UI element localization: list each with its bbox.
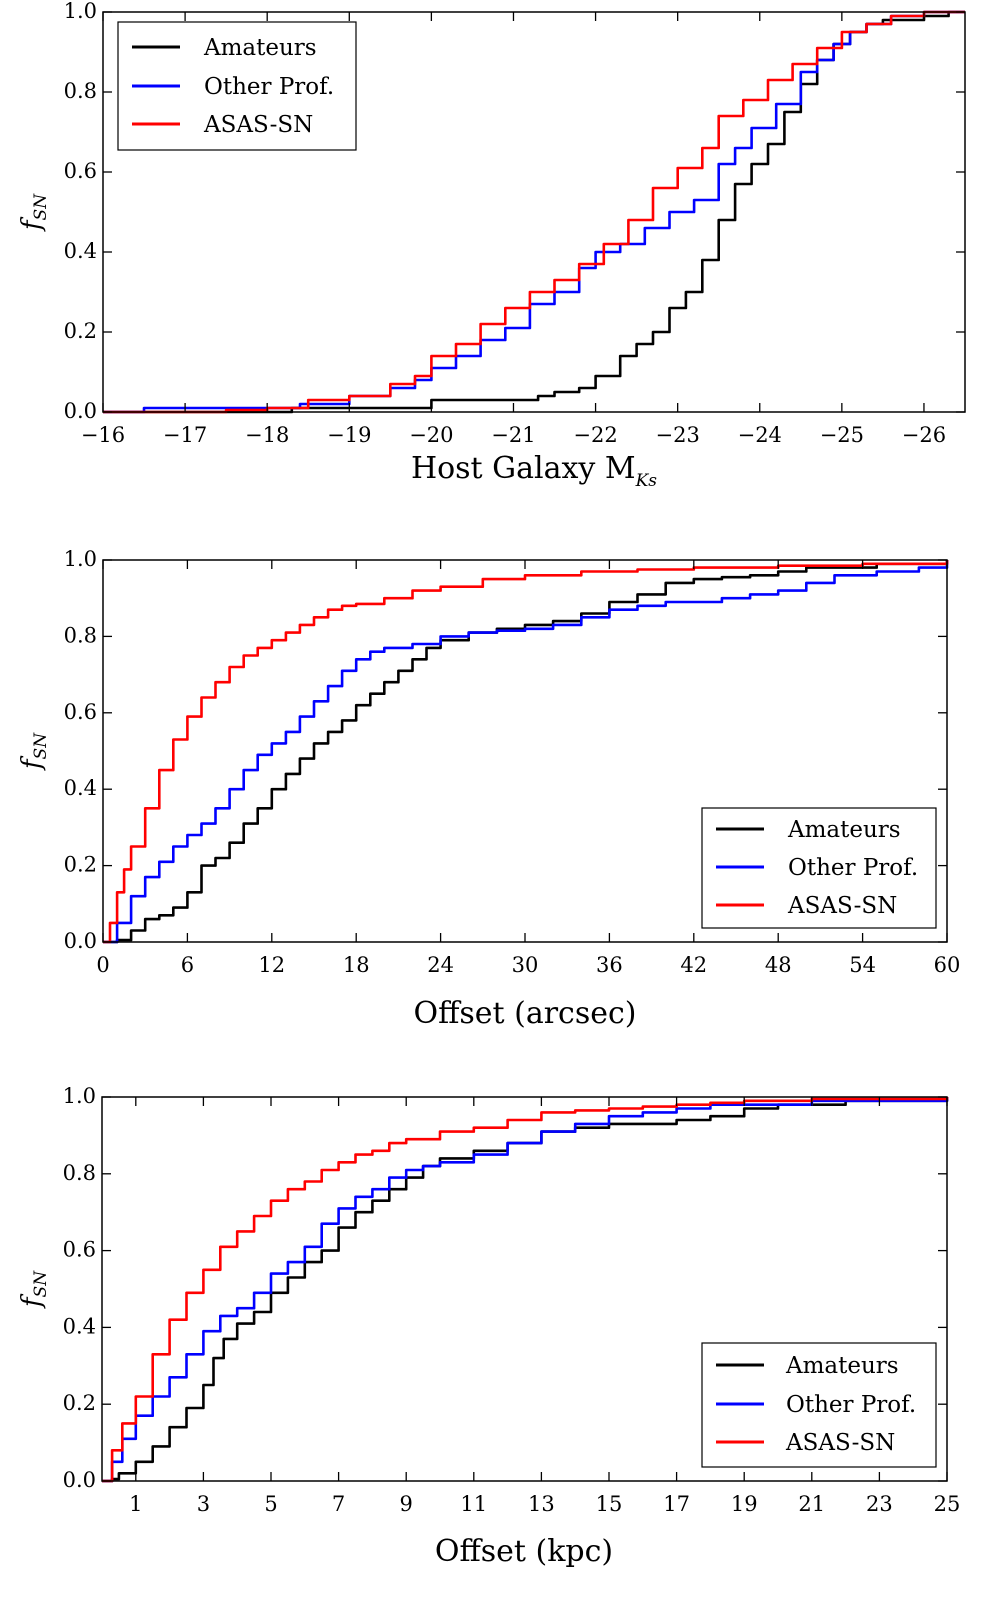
x-tick-label: 11 (460, 1492, 487, 1516)
y-tick-label: 0.0 (64, 929, 97, 953)
y-tick-label: 0.4 (64, 776, 97, 800)
y-tick-label: 1.0 (63, 1084, 96, 1108)
legend: Amateurs Other Prof. ASAS-SN (701, 807, 937, 929)
x-tick-label: −26 (902, 423, 946, 447)
panel-offset-arcsec: 0 6 12 18 24 30 36 42 48 54 600.00.20.40.60.81.0 f… (17, 547, 960, 1031)
y-tick-label: 0.2 (64, 319, 97, 343)
x-tick-label: −16 (81, 423, 125, 447)
x-tick-label: 54 (849, 953, 876, 977)
y-tick-label: 0.6 (64, 700, 97, 724)
x-tick-label: 42 (680, 953, 707, 977)
series-line-asas-sn (103, 10, 965, 414)
panel-2-series (103, 560, 949, 944)
x-axis-label: Host Galaxy MKs (411, 451, 657, 491)
legend-label-other-prof: Other Prof. (788, 855, 918, 881)
legend-label-other-prof: Other Prof. (204, 74, 334, 100)
x-tick-label: 36 (596, 953, 623, 977)
series-line-other-prof (103, 560, 949, 944)
panel-2-ticks (102, 559, 948, 943)
x-tick-label: 19 (731, 1492, 758, 1516)
x-tick-label: 0 (96, 953, 109, 977)
x-tick-label: 13 (528, 1492, 555, 1516)
series-line-other-prof (102, 1097, 949, 1483)
panel-3-series (102, 1097, 949, 1483)
legend: Amateurs Other Prof. ASAS-SN (117, 21, 357, 151)
y-tick-label: 0.2 (64, 853, 97, 877)
y-tick-label: 1.0 (64, 547, 97, 571)
x-tick-label: 60 (934, 953, 961, 977)
panel-1-series (103, 10, 965, 414)
y-tick-label: 0.8 (64, 623, 97, 647)
x-tick-label: −23 (656, 423, 700, 447)
x-tick-label: −19 (327, 423, 371, 447)
x-tick-label: 9 (400, 1492, 413, 1516)
y-tick-label: 0.6 (63, 1238, 96, 1262)
x-tick-label: −25 (820, 423, 864, 447)
y-tick-label: 1.0 (64, 0, 97, 23)
panel-1-tick-labels: −16 −17 −18 −19 −20 −21 −22 −23 −24 −25 −26 0.0 0.2 0… (64, 0, 947, 447)
plot-frame (101, 1096, 948, 1482)
panel-1-ticks (102, 11, 965, 413)
x-tick-label: 30 (512, 953, 539, 977)
x-axis-label: Offset (arcsec) (413, 996, 636, 1031)
x-tick-label: 7 (332, 1492, 345, 1516)
x-tick-label: 3 (197, 1492, 210, 1516)
panel-2-tick-labels: 0 6 12 18 24 30 36 42 48 54 60 0.0 0.2 0.4 0.6 0.8 1.0 (64, 547, 961, 977)
x-tick-label: 48 (765, 953, 792, 977)
plot-frame (102, 11, 966, 413)
y-tick-label: 0.2 (63, 1391, 96, 1415)
legend-label-other-prof: Other Prof. (786, 1392, 916, 1418)
x-tick-label: 6 (181, 953, 194, 977)
x-tick-label: −21 (491, 423, 535, 447)
y-tick-label: 0.4 (64, 239, 97, 263)
legend-label-asas-sn: ASAS-SN (787, 893, 897, 919)
legend: Amateurs Other Prof. ASAS-SN (701, 1342, 937, 1468)
legend-label-asas-sn: ASAS-SN (203, 112, 313, 138)
x-tick-label: 24 (427, 953, 454, 977)
panel-3-ticks (102, 1096, 948, 1482)
x-tick-label: −24 (738, 423, 782, 447)
x-tick-label: 1 (129, 1492, 142, 1516)
x-tick-label: −22 (573, 423, 617, 447)
x-tick-label: 18 (343, 953, 370, 977)
y-tick-label: 0.8 (64, 79, 97, 103)
x-axis-label: Offset (kpc) (435, 1534, 613, 1569)
y-tick-label: 0.0 (64, 399, 97, 423)
panel-3-tick-labels: 1 3 5 7 9 11 13 15 17 19 21 23 250.00.20.40.60.81.0 (63, 1084, 961, 1516)
y-tick-label: 0.6 (64, 159, 97, 183)
x-tick-label: −18 (245, 423, 289, 447)
y-tick-label: 0.8 (63, 1161, 96, 1185)
y-tick-label: 0.0 (63, 1468, 96, 1492)
x-tick-label: 12 (258, 953, 285, 977)
panel-host-galaxy: −16 −17 −18 −19 −20 −21 −22 −23 −24 −25 −26 0.0 0.2 0… (17, 0, 966, 491)
series-line-amateurs (102, 1097, 949, 1483)
x-tick-label: 17 (663, 1492, 690, 1516)
x-tick-label: −20 (409, 423, 453, 447)
series-line-amateurs (103, 560, 949, 944)
x-tick-label: 23 (866, 1492, 893, 1516)
series-line-asas-sn (103, 560, 949, 944)
legend-label-asas-sn: ASAS-SN (785, 1430, 895, 1456)
legend-label-amateurs: Amateurs (203, 35, 317, 61)
x-tick-label: 25 (934, 1492, 961, 1516)
x-tick-label: 21 (798, 1492, 825, 1516)
panel-offset-kpc: 1 3 5 7 9 11 13 15 17 19 21 23 250.00.20.40.60.81.0 … (17, 1084, 960, 1569)
x-tick-label: 5 (264, 1492, 277, 1516)
x-tick-label: −17 (163, 423, 207, 447)
legend-label-amateurs: Amateurs (785, 1353, 899, 1379)
series-line-asas-sn (102, 1097, 949, 1483)
legend-label-amateurs: Amateurs (787, 817, 901, 843)
x-tick-label: 15 (596, 1492, 623, 1516)
y-tick-label: 0.4 (63, 1314, 96, 1338)
